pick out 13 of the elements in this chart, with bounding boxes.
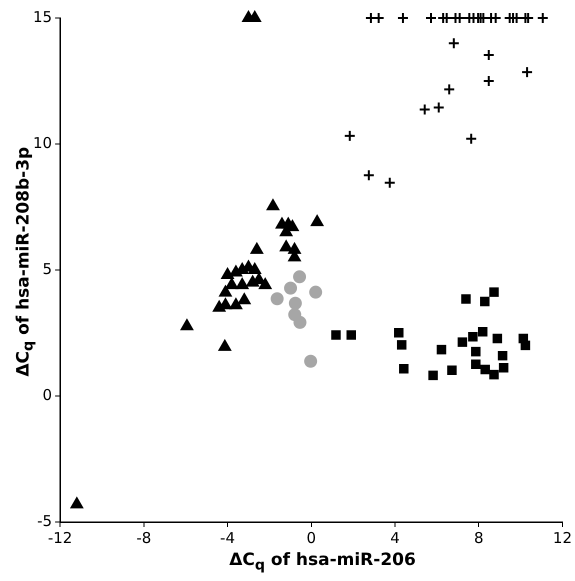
x-tick-label: 8 [474,528,484,547]
x-tick-label: -12 [48,528,72,547]
y-tick-label: -5 [37,512,52,530]
y-tick-label: 0 [42,386,52,404]
x-tick-label: -4 [220,528,236,547]
y-tick-label: 10 [32,134,52,152]
x-axis-title: ΔC$_{q}$ of hsa-miR-206 [228,550,417,574]
y-tick-label: 5 [42,260,52,278]
x-tick-label: 0 [306,528,316,547]
x-tick-label: -8 [136,528,152,547]
x-tick-label: 12 [552,528,572,547]
y-tick-label: 15 [32,8,52,26]
x-tick-label: 4 [390,528,400,547]
